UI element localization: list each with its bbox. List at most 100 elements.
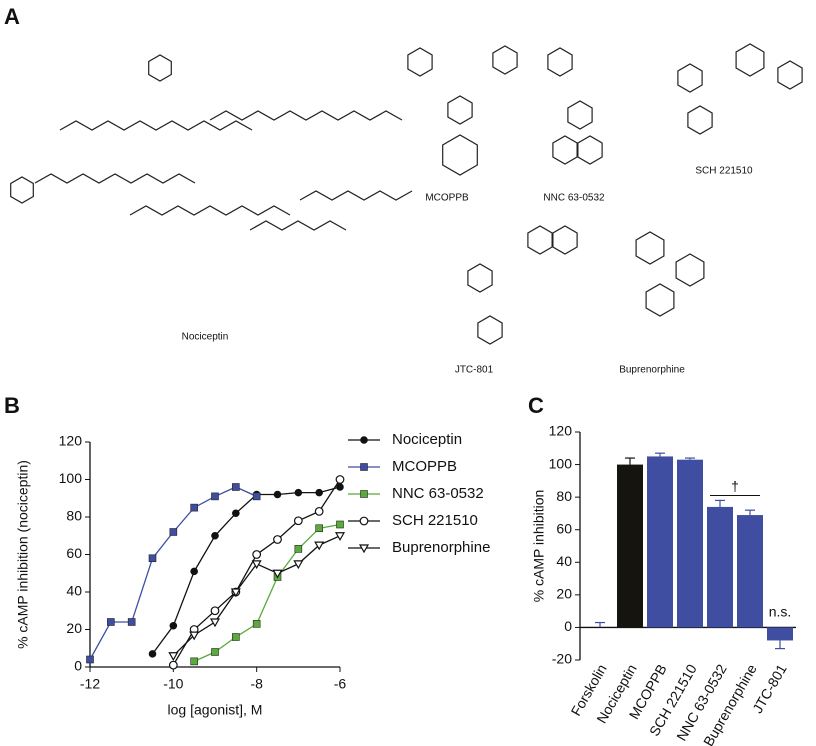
y-tick-label: 40 xyxy=(556,553,572,569)
point xyxy=(127,618,136,626)
y-tick-label: 40 xyxy=(66,583,82,599)
bar xyxy=(647,456,673,628)
point xyxy=(190,503,198,512)
point xyxy=(294,545,303,553)
fit-line xyxy=(151,486,341,655)
y-tick-label: 0 xyxy=(564,618,572,634)
y-axis-label: % cAMP inhibition (nociceptin) xyxy=(15,460,31,649)
y-tick-label: 80 xyxy=(556,488,572,504)
panel-label: C xyxy=(528,393,544,418)
ring xyxy=(675,253,705,287)
chain xyxy=(299,190,413,201)
bar xyxy=(677,459,703,628)
ring xyxy=(777,60,803,90)
bar xyxy=(767,627,793,641)
point xyxy=(252,492,261,501)
chain xyxy=(209,110,403,121)
point xyxy=(211,648,219,656)
panel-label: B xyxy=(4,393,20,418)
ring xyxy=(442,134,478,176)
point xyxy=(169,528,178,536)
chain xyxy=(59,120,253,131)
annotation: n.s. xyxy=(769,603,792,619)
chain xyxy=(249,220,347,231)
y-tick-label: 100 xyxy=(549,455,573,471)
ring xyxy=(577,135,603,165)
legend-marker xyxy=(358,544,370,554)
structure-name: Buprenorphine xyxy=(619,365,685,376)
point xyxy=(168,652,179,661)
ring xyxy=(467,263,493,293)
y-tick-label: -20 xyxy=(552,651,572,667)
structure-name: Nociceptin xyxy=(182,332,229,343)
y-tick-label: 20 xyxy=(66,620,82,636)
ring xyxy=(552,135,578,165)
point xyxy=(272,569,283,579)
ring xyxy=(492,45,518,75)
ring xyxy=(447,95,473,125)
y-tick-label: 60 xyxy=(556,520,572,536)
annotation: † xyxy=(731,478,739,494)
point xyxy=(315,524,323,533)
point xyxy=(211,531,219,540)
legend-marker xyxy=(360,490,368,498)
point xyxy=(189,631,200,641)
structure-name: JTC-801 xyxy=(455,365,494,376)
legend-marker xyxy=(360,463,368,471)
chemical-structures xyxy=(10,43,803,345)
legend-label: Nociceptin xyxy=(392,431,462,448)
point xyxy=(315,488,323,497)
point xyxy=(293,516,303,526)
y-tick-label: 120 xyxy=(549,423,573,439)
point xyxy=(86,655,94,664)
point xyxy=(210,606,220,616)
legend-marker xyxy=(359,516,369,526)
ring xyxy=(645,283,675,317)
ring xyxy=(635,231,665,265)
ring xyxy=(567,100,593,130)
x-tick-label: -8 xyxy=(250,676,263,692)
bar xyxy=(707,506,733,628)
point xyxy=(336,520,344,529)
ring xyxy=(552,225,578,255)
x-axis-label: log [agonist], M xyxy=(168,702,263,718)
x-tick-label: -12 xyxy=(80,676,100,692)
ring xyxy=(677,63,703,93)
point xyxy=(293,560,304,570)
point xyxy=(148,650,157,658)
point xyxy=(232,509,240,518)
bar xyxy=(737,515,763,628)
point xyxy=(107,618,115,626)
y-tick-label: 120 xyxy=(59,433,83,449)
point xyxy=(336,483,344,491)
ring xyxy=(148,54,172,82)
structure-name: NNC 63-0532 xyxy=(543,193,605,204)
ring xyxy=(407,47,433,77)
y-tick-label: 80 xyxy=(66,508,82,524)
legend-label: NNC 63-0532 xyxy=(392,485,484,502)
point xyxy=(190,657,198,666)
legend-marker xyxy=(360,436,368,444)
ring xyxy=(735,43,765,77)
point xyxy=(334,532,346,541)
y-tick-label: 0 xyxy=(74,658,82,674)
panel-label: A xyxy=(4,4,20,29)
y-tick-label: 20 xyxy=(556,586,572,602)
point xyxy=(232,633,240,641)
x-tick-label: -10 xyxy=(163,676,183,692)
point xyxy=(211,492,219,501)
point xyxy=(230,588,241,598)
point xyxy=(252,550,262,559)
fit-line xyxy=(172,479,341,666)
legend-label: MCOPPB xyxy=(392,458,457,475)
point xyxy=(335,475,345,484)
y-tick-label: 60 xyxy=(66,545,82,561)
point xyxy=(209,618,221,628)
legend-label: Buprenorphine xyxy=(392,539,490,556)
legend-label: SCH 221510 xyxy=(392,512,478,529)
point xyxy=(148,554,157,563)
point xyxy=(294,488,303,497)
ring xyxy=(477,315,503,345)
point xyxy=(252,620,261,628)
chain xyxy=(34,173,196,184)
